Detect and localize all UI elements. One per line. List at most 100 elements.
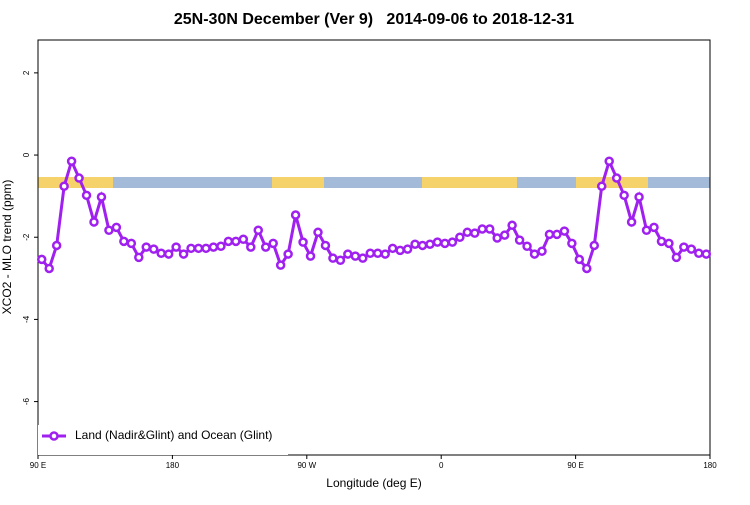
data-point (582, 263, 592, 274)
data-point (596, 181, 607, 192)
data-point (671, 252, 682, 263)
land-ocean-strip (38, 177, 710, 188)
data-point (290, 210, 301, 220)
data-point (447, 237, 458, 247)
x-tick-label: 90 E (567, 461, 583, 470)
data-point (477, 224, 488, 234)
data-point (51, 240, 62, 251)
data-point (679, 242, 689, 252)
data-point (462, 227, 473, 238)
data-point (358, 253, 368, 263)
data-point (626, 217, 637, 227)
data-point (507, 220, 517, 231)
data-point (268, 238, 278, 249)
data-point (141, 242, 152, 252)
data-point (156, 248, 166, 259)
legend-label: Land (Nadir&Glint) and Ocean (Glint) (75, 428, 272, 442)
data-point (529, 249, 540, 259)
data-point (380, 249, 390, 259)
data-point (425, 239, 435, 249)
data-point (395, 245, 405, 256)
data-point (634, 192, 644, 202)
data-point (66, 156, 77, 166)
data-point (537, 246, 547, 256)
data-point (343, 249, 353, 259)
data-point (350, 251, 361, 261)
y-tick-label: 2 (22, 70, 31, 75)
data-point (81, 190, 92, 201)
data-point (552, 229, 562, 240)
data-point (59, 181, 69, 192)
data-point (119, 236, 129, 247)
data-point (89, 217, 99, 227)
data-point (365, 248, 376, 259)
data-point (178, 249, 189, 259)
data-point (432, 237, 443, 247)
x-tick-label: 90 W (297, 461, 316, 470)
x-tick-label: 180 (166, 461, 180, 470)
data-point (201, 243, 211, 254)
data-point (126, 238, 137, 249)
data-point (649, 222, 659, 233)
y-tick-label: -4 (22, 315, 31, 323)
data-point (484, 224, 495, 234)
data-point (641, 225, 652, 235)
legend (38, 425, 288, 455)
data-point (417, 240, 428, 251)
data-point (664, 238, 674, 249)
y-tick-label: -2 (22, 233, 31, 241)
data-point (522, 241, 532, 252)
data-point (231, 236, 241, 247)
data-point (223, 236, 234, 247)
data-point (193, 243, 204, 254)
data-point (559, 226, 570, 236)
data-point (387, 243, 398, 254)
x-axis-label: Longitude (deg E) (326, 476, 421, 490)
data-point (320, 240, 331, 251)
x-tick-label: 0 (439, 461, 444, 470)
y-tick-label: -6 (22, 397, 31, 405)
plot-frame (37, 39, 711, 456)
data-point (499, 230, 510, 240)
data-point (305, 251, 316, 261)
data-point (335, 255, 346, 265)
data-point (604, 156, 614, 166)
x-tick-label: 90 E (30, 461, 46, 470)
data-point (402, 244, 413, 254)
data-point (275, 260, 286, 270)
y-axis-label: XCO2 - MLO trend (ppm) (0, 180, 14, 315)
data-point (298, 237, 308, 247)
data-point (701, 249, 712, 259)
data-point (186, 243, 196, 254)
data-point (611, 173, 622, 183)
data-point (148, 244, 159, 254)
data-point (260, 242, 271, 252)
data-point (656, 236, 667, 247)
x-tick-label: 180 (703, 461, 717, 470)
y-tick-label: 0 (22, 152, 31, 157)
data-point (544, 229, 555, 240)
data-point (372, 248, 383, 259)
data-point (44, 263, 54, 274)
legend-marker (49, 431, 59, 441)
data-point (514, 235, 525, 245)
data-point (410, 239, 420, 249)
data-point (36, 254, 47, 265)
chart-title: 25N-30N December (Ver 9) 2014-09-06 to 2… (174, 11, 574, 28)
data-point (440, 238, 450, 249)
data-point (253, 225, 264, 235)
data-point (694, 248, 704, 259)
data-point (208, 242, 219, 252)
data-point (238, 234, 249, 245)
data-point (313, 227, 323, 238)
data-point (619, 190, 629, 201)
data-point (686, 244, 697, 254)
data-point (134, 252, 144, 263)
data-point (96, 192, 107, 202)
data-point (74, 173, 84, 183)
data-point (470, 228, 480, 238)
data-point (246, 242, 256, 252)
data-point (455, 232, 465, 242)
data-point (171, 242, 181, 252)
data-point (283, 249, 293, 259)
